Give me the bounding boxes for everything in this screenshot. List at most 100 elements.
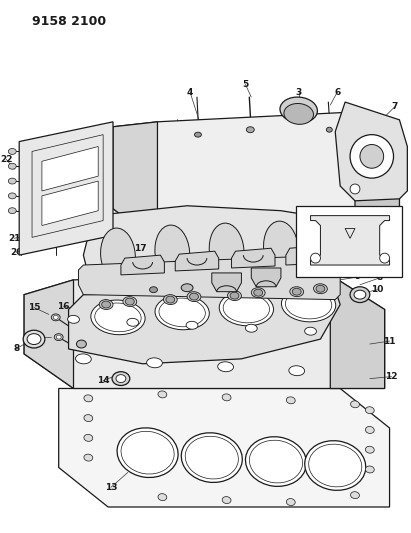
Ellipse shape — [254, 289, 263, 296]
Ellipse shape — [365, 426, 374, 433]
Ellipse shape — [56, 335, 61, 339]
Polygon shape — [296, 206, 402, 277]
Ellipse shape — [150, 287, 157, 293]
Ellipse shape — [158, 391, 167, 398]
Ellipse shape — [222, 394, 231, 401]
Ellipse shape — [209, 223, 244, 277]
Polygon shape — [121, 255, 164, 275]
Ellipse shape — [27, 334, 41, 344]
Ellipse shape — [228, 290, 241, 301]
Ellipse shape — [125, 298, 134, 305]
Polygon shape — [79, 255, 340, 300]
Ellipse shape — [326, 127, 332, 132]
Circle shape — [311, 253, 321, 263]
Ellipse shape — [305, 327, 316, 335]
Ellipse shape — [181, 433, 242, 482]
Ellipse shape — [222, 497, 231, 504]
Text: 4: 4 — [187, 87, 193, 96]
Polygon shape — [69, 290, 340, 364]
Ellipse shape — [189, 293, 199, 300]
Ellipse shape — [51, 314, 60, 321]
Ellipse shape — [246, 127, 254, 133]
Ellipse shape — [155, 225, 189, 279]
Ellipse shape — [305, 441, 366, 490]
Ellipse shape — [314, 284, 327, 294]
Ellipse shape — [280, 97, 317, 123]
Text: 16: 16 — [58, 302, 70, 311]
Ellipse shape — [91, 300, 145, 335]
Text: 5: 5 — [242, 80, 249, 89]
Ellipse shape — [54, 334, 63, 341]
Ellipse shape — [219, 291, 273, 326]
Ellipse shape — [286, 498, 295, 505]
Ellipse shape — [8, 149, 16, 155]
Text: 14: 14 — [97, 376, 109, 385]
Ellipse shape — [99, 300, 113, 310]
Ellipse shape — [292, 288, 301, 295]
Text: 19: 19 — [272, 254, 285, 263]
Ellipse shape — [350, 287, 370, 303]
Polygon shape — [311, 216, 390, 265]
Polygon shape — [42, 181, 98, 225]
Polygon shape — [212, 273, 241, 292]
Circle shape — [360, 144, 383, 168]
Text: 8: 8 — [13, 344, 19, 353]
Ellipse shape — [365, 446, 374, 453]
Ellipse shape — [351, 401, 360, 408]
Text: 12: 12 — [385, 372, 398, 381]
Ellipse shape — [8, 163, 16, 169]
Text: 3: 3 — [296, 87, 302, 96]
Text: 7: 7 — [391, 102, 398, 111]
Polygon shape — [24, 280, 74, 389]
Polygon shape — [59, 389, 390, 507]
Ellipse shape — [123, 297, 137, 306]
Text: 11: 11 — [383, 336, 396, 345]
Polygon shape — [113, 122, 157, 243]
Ellipse shape — [8, 178, 16, 184]
Polygon shape — [286, 245, 329, 265]
Text: 10: 10 — [372, 285, 384, 294]
Ellipse shape — [147, 358, 162, 368]
Polygon shape — [330, 275, 385, 389]
Ellipse shape — [116, 375, 126, 383]
Ellipse shape — [8, 208, 16, 214]
Text: 15: 15 — [26, 333, 38, 342]
Ellipse shape — [166, 296, 175, 303]
Ellipse shape — [289, 366, 305, 376]
Ellipse shape — [286, 397, 295, 404]
Ellipse shape — [112, 372, 130, 385]
Text: 20: 20 — [10, 248, 23, 257]
Ellipse shape — [181, 284, 193, 292]
Text: 22: 22 — [0, 155, 13, 164]
Polygon shape — [231, 248, 275, 268]
Ellipse shape — [282, 287, 336, 322]
Ellipse shape — [365, 407, 374, 414]
Ellipse shape — [76, 354, 91, 364]
Polygon shape — [42, 147, 98, 191]
Text: 2: 2 — [322, 268, 328, 277]
Ellipse shape — [84, 395, 93, 402]
Ellipse shape — [8, 193, 16, 199]
Ellipse shape — [158, 494, 167, 500]
Text: 21: 21 — [8, 234, 21, 243]
Ellipse shape — [351, 491, 360, 499]
Ellipse shape — [186, 321, 198, 329]
Ellipse shape — [117, 428, 178, 478]
Polygon shape — [355, 112, 399, 232]
Ellipse shape — [218, 362, 233, 372]
Text: 9: 9 — [355, 272, 361, 281]
Text: 17: 17 — [134, 244, 147, 253]
Ellipse shape — [194, 132, 201, 137]
Text: 13: 13 — [105, 483, 117, 492]
Ellipse shape — [127, 318, 139, 326]
Text: 9158 2100: 9158 2100 — [32, 15, 106, 28]
Ellipse shape — [316, 285, 325, 292]
Polygon shape — [83, 206, 335, 295]
Polygon shape — [175, 251, 219, 271]
Circle shape — [350, 184, 360, 194]
Text: 6: 6 — [334, 87, 340, 96]
Text: 8: 8 — [376, 273, 383, 282]
Ellipse shape — [251, 288, 265, 297]
Ellipse shape — [263, 221, 298, 276]
Ellipse shape — [84, 434, 93, 441]
